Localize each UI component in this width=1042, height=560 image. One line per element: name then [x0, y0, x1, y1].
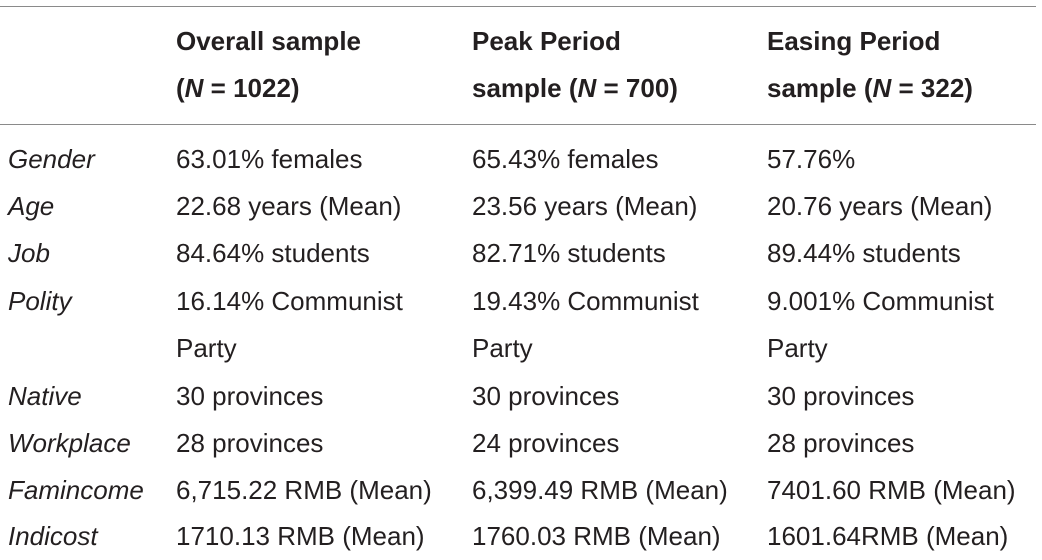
- row-label-native: Native: [8, 381, 82, 411]
- table-cell: 82.71% students: [472, 238, 666, 268]
- table-cell: Party: [472, 333, 533, 363]
- table-cell: Party: [176, 333, 237, 363]
- header-easing-line1: Easing Period: [767, 26, 941, 56]
- table-cell: 1710.13 RMB (Mean): [176, 521, 425, 551]
- table-cell: 1601.64RMB (Mean): [767, 521, 1009, 551]
- row-label-indicost: Indicost: [8, 521, 98, 551]
- header-peak-line2: sample (N = 700): [472, 73, 678, 103]
- table-cell: 65.43% females: [472, 144, 659, 174]
- table-cell: 16.14% Communist: [176, 286, 403, 316]
- table-cell: Party: [767, 333, 828, 363]
- row-label-age: Age: [8, 191, 55, 221]
- row-label-workplace: Workplace: [8, 428, 131, 458]
- table-cell: 7401.60 RMB (Mean): [767, 475, 1016, 505]
- table-cell: 1760.03 RMB (Mean): [472, 521, 721, 551]
- row-label-job: Job: [8, 238, 50, 268]
- table-cell: 63.01% females: [176, 144, 363, 174]
- header-peak-line1: Peak Period: [472, 26, 621, 56]
- row-label-polity: Polity: [8, 286, 72, 316]
- table-cell: 30 provinces: [767, 381, 915, 411]
- table-cell: 57.76%: [767, 144, 856, 174]
- table-cell: 19.43% Communist: [472, 286, 699, 316]
- row-label-famincome: Famincome: [8, 475, 144, 505]
- table-cell: 9.001% Communist: [767, 286, 994, 316]
- table-cell: 22.68 years (Mean): [176, 191, 402, 221]
- row-label-gender: Gender: [8, 144, 95, 174]
- table-cell: 28 provinces: [767, 428, 915, 458]
- header-easing-line2: sample (N = 322): [767, 73, 973, 103]
- table-header-rule: [0, 124, 1036, 125]
- table-cell: 28 provinces: [176, 428, 324, 458]
- table-cell: 30 provinces: [472, 381, 620, 411]
- table-cell: 30 provinces: [176, 381, 324, 411]
- table-cell: 89.44% students: [767, 238, 961, 268]
- table-cell: 24 provinces: [472, 428, 620, 458]
- header-overall-line2: (N = 1022): [176, 73, 300, 103]
- table-cell: 6,399.49 RMB (Mean): [472, 475, 728, 505]
- table-cell: 6,715.22 RMB (Mean): [176, 475, 432, 505]
- table-top-rule: [0, 6, 1036, 7]
- table-cell: 23.56 years (Mean): [472, 191, 698, 221]
- header-overall-line1: Overall sample: [176, 26, 361, 56]
- table-cell: 84.64% students: [176, 238, 370, 268]
- table-cell: 20.76 years (Mean): [767, 191, 993, 221]
